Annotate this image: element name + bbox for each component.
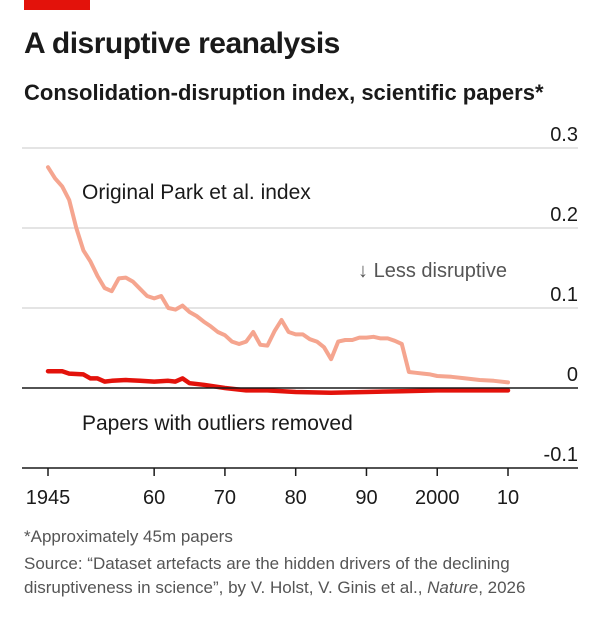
source-journal: Nature: [427, 578, 479, 597]
y-tick-label: 0.3: [550, 124, 578, 146]
series-line-original: [46, 165, 510, 385]
line-chart: 0.3 0.2 0.1 0 -0.1 1945 60 70 80 90 2000 10 Origin…: [22, 124, 578, 509]
less-disruptive-annotation: ↓ Less disruptive: [358, 260, 507, 282]
y-tick-label: -0.1: [544, 444, 578, 466]
y-tick-label: 0: [567, 364, 578, 386]
chart-title: A disruptive reanalysis: [24, 27, 340, 60]
accent-bar: [24, 0, 90, 10]
x-tick-label: 2000: [415, 487, 460, 509]
x-tick-label: 10: [497, 487, 519, 509]
source-note: Source: “Dataset artefacts are the hidde…: [24, 552, 584, 600]
x-tick-label: 80: [285, 487, 307, 509]
x-axis-tick-labels: 1945 60 70 80 90 2000 10: [26, 468, 519, 509]
chart-subtitle: Consolidation-disruption index, scientif…: [24, 80, 544, 105]
series-label-outliers-removed: Papers with outliers removed: [82, 412, 353, 435]
source-year: , 2026: [478, 578, 526, 597]
x-tick-label: 1945: [26, 487, 71, 509]
series-line-outliers-removed: [45, 368, 511, 396]
footnote: *Approximately 45m papers: [24, 527, 233, 546]
series-lines: [45, 165, 511, 396]
x-tick-label: 90: [355, 487, 377, 509]
x-axis: [22, 387, 578, 469]
series-labels: Original Park et al. index Papers with ou…: [82, 181, 353, 435]
y-axis-tick-labels: 0.3 0.2 0.1 0 -0.1: [544, 124, 578, 466]
y-tick-label: 0.1: [550, 284, 578, 306]
y-tick-label: 0.2: [550, 204, 578, 226]
series-label-original: Original Park et al. index: [82, 181, 311, 204]
x-tick-label: 70: [214, 487, 236, 509]
x-tick-label: 60: [143, 487, 165, 509]
source-text: Source: “Dataset artefacts are the hidde…: [24, 554, 510, 597]
